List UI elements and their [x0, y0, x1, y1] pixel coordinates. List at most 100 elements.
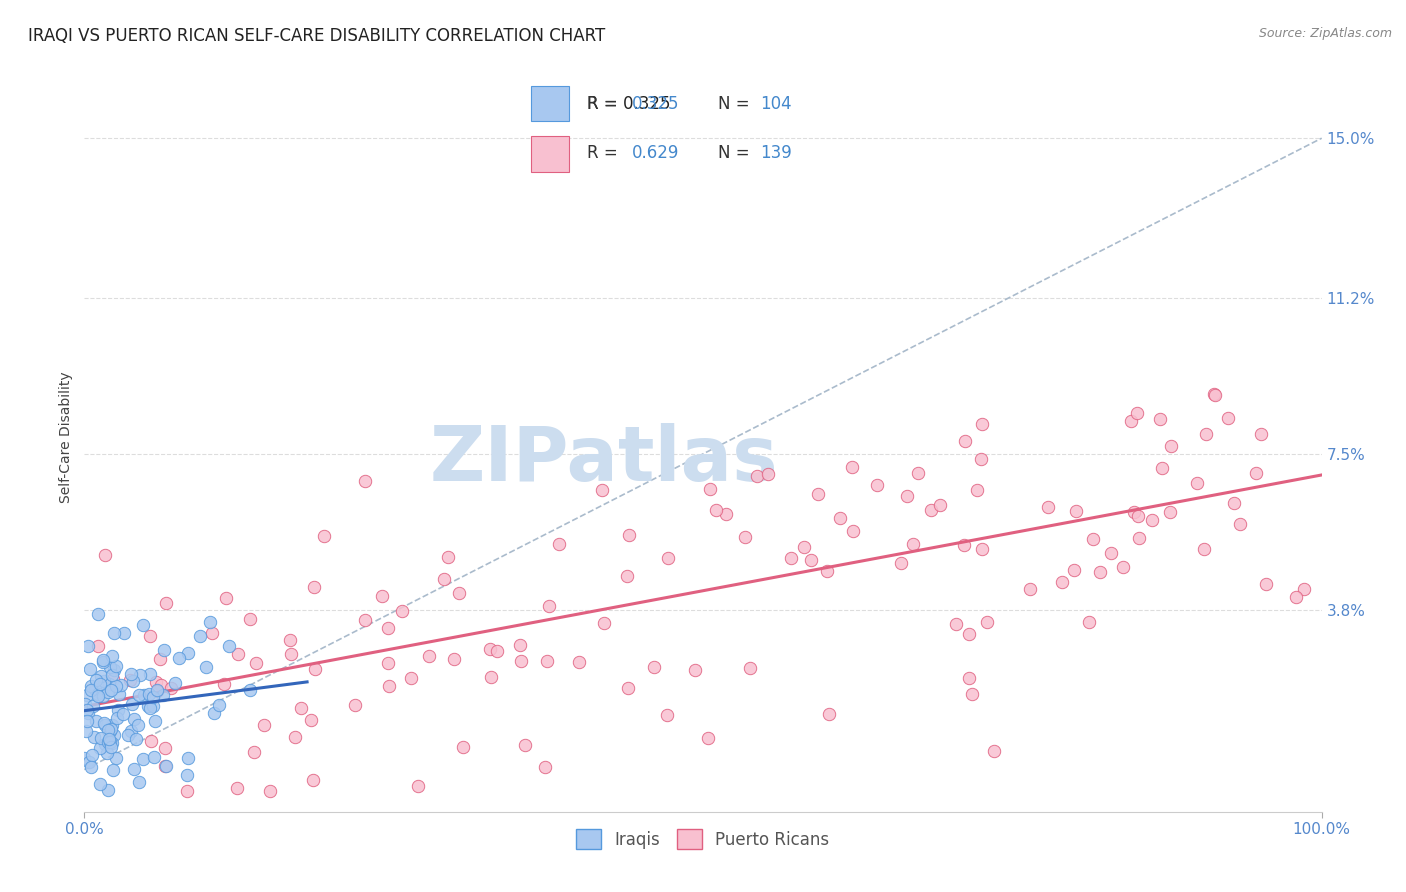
Point — [98, 735, 121, 749]
Point — [153, 759, 176, 773]
Point — [903, 536, 925, 550]
Point — [118, 673, 141, 688]
Point — [77, 756, 100, 770]
Point — [91, 655, 114, 669]
Point — [93, 716, 115, 731]
Point — [212, 677, 235, 691]
Point — [105, 711, 128, 725]
Point — [966, 483, 988, 497]
Point — [125, 731, 148, 746]
Point — [302, 580, 325, 594]
Point — [866, 478, 889, 492]
Point — [87, 687, 110, 701]
Point — [176, 767, 198, 781]
Point — [76, 688, 98, 702]
Point — [704, 503, 727, 517]
Point — [955, 434, 977, 449]
Point — [513, 738, 536, 752]
Point — [73, 751, 96, 765]
Point — [87, 639, 110, 653]
Point — [807, 487, 830, 501]
Point — [354, 613, 377, 627]
Point — [1063, 563, 1085, 577]
Point — [1159, 505, 1181, 519]
Point — [616, 568, 638, 582]
Point — [1128, 509, 1150, 524]
Point — [960, 687, 983, 701]
Point — [208, 698, 231, 712]
Point — [699, 482, 721, 496]
Text: ZIPatlas: ZIPatlas — [430, 423, 779, 497]
Point — [96, 746, 118, 760]
Point — [93, 653, 115, 667]
Point — [920, 502, 942, 516]
Point — [141, 733, 163, 747]
Point — [198, 615, 221, 630]
Point — [841, 459, 863, 474]
Point — [245, 657, 267, 671]
Point — [100, 659, 122, 673]
Point — [94, 738, 117, 752]
Point — [907, 466, 929, 480]
Point — [399, 671, 422, 685]
Point — [983, 744, 1005, 758]
Point — [972, 417, 994, 431]
Point — [136, 698, 159, 713]
Point — [139, 629, 162, 643]
Point — [779, 550, 801, 565]
Point — [105, 659, 128, 673]
Point — [98, 677, 121, 691]
Point — [143, 714, 166, 729]
Point — [486, 644, 509, 658]
Point — [127, 718, 149, 732]
Point — [1112, 559, 1135, 574]
Point — [145, 675, 167, 690]
Point — [97, 732, 120, 747]
Point — [756, 467, 779, 481]
Point — [945, 616, 967, 631]
Point — [592, 616, 614, 631]
Point — [1185, 476, 1208, 491]
Point — [89, 677, 111, 691]
Point — [163, 675, 186, 690]
Point — [793, 541, 815, 555]
Point — [107, 702, 129, 716]
Point — [117, 728, 139, 742]
Point — [1149, 412, 1171, 426]
Point — [143, 750, 166, 764]
Point — [103, 626, 125, 640]
Point — [437, 550, 460, 565]
Point — [155, 758, 177, 772]
Point — [90, 669, 112, 683]
Point — [132, 752, 155, 766]
Point — [745, 469, 768, 483]
Point — [433, 572, 456, 586]
Point — [101, 736, 124, 750]
Point — [1036, 500, 1059, 514]
Point — [128, 774, 150, 789]
Point — [100, 682, 122, 697]
Point — [97, 723, 120, 737]
Point — [697, 731, 720, 746]
Point — [536, 654, 558, 668]
Point — [815, 564, 838, 578]
Point — [239, 612, 262, 626]
Point — [1229, 516, 1251, 531]
Point — [591, 483, 613, 498]
Point — [152, 688, 174, 702]
Point — [1285, 590, 1308, 604]
Point — [176, 783, 198, 797]
Point — [160, 681, 183, 695]
Point — [89, 777, 111, 791]
Point — [453, 740, 475, 755]
Point — [1244, 467, 1267, 481]
Point — [1019, 582, 1042, 596]
Point — [685, 663, 707, 677]
Point — [112, 626, 135, 640]
Y-axis label: Self-Care Disability: Self-Care Disability — [59, 371, 73, 503]
Point — [146, 684, 169, 698]
Point — [105, 679, 128, 693]
Point — [79, 679, 101, 693]
Point — [134, 688, 156, 702]
Point — [150, 678, 173, 692]
